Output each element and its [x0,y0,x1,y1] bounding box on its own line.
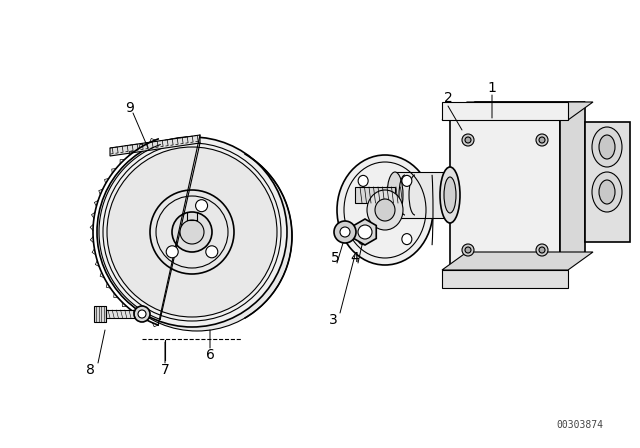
Ellipse shape [196,200,207,212]
Ellipse shape [97,137,287,327]
Ellipse shape [138,310,146,318]
Ellipse shape [150,190,234,274]
Text: 1: 1 [488,81,497,95]
Text: 00303874: 00303874 [557,420,604,430]
Ellipse shape [444,177,456,213]
Polygon shape [106,310,138,318]
Ellipse shape [367,190,403,230]
Ellipse shape [134,306,150,322]
Ellipse shape [180,220,204,244]
Ellipse shape [462,244,474,256]
Ellipse shape [539,247,545,253]
Ellipse shape [358,225,372,239]
Polygon shape [94,306,106,322]
Text: 4: 4 [351,251,360,265]
Polygon shape [442,102,568,120]
Ellipse shape [599,180,615,204]
Polygon shape [585,122,630,242]
Text: 3: 3 [328,313,337,327]
Ellipse shape [102,141,292,331]
Polygon shape [395,172,450,218]
Ellipse shape [592,172,622,212]
Ellipse shape [166,246,178,258]
Ellipse shape [206,246,218,258]
Polygon shape [110,135,200,156]
Ellipse shape [402,233,412,245]
Polygon shape [355,187,395,203]
Polygon shape [442,102,593,120]
Ellipse shape [358,175,368,186]
Polygon shape [450,102,585,120]
Ellipse shape [465,137,471,143]
Text: 8: 8 [86,363,95,377]
Text: 5: 5 [331,251,339,265]
Polygon shape [354,219,376,245]
Ellipse shape [358,233,368,245]
Text: 6: 6 [205,348,214,362]
Ellipse shape [539,137,545,143]
Polygon shape [442,252,593,270]
Ellipse shape [337,155,433,265]
Polygon shape [450,120,560,270]
Ellipse shape [402,175,412,186]
Text: 9: 9 [125,101,134,115]
Ellipse shape [107,147,277,317]
Polygon shape [442,270,568,288]
Ellipse shape [592,127,622,167]
Polygon shape [560,102,585,270]
Ellipse shape [340,227,350,237]
Ellipse shape [172,212,212,252]
Ellipse shape [465,247,471,253]
Ellipse shape [440,167,460,223]
Ellipse shape [462,134,474,146]
Ellipse shape [375,199,395,221]
Ellipse shape [387,172,403,218]
Text: 7: 7 [161,363,170,377]
Ellipse shape [536,134,548,146]
Text: 2: 2 [444,91,452,105]
Ellipse shape [599,135,615,159]
Ellipse shape [536,244,548,256]
Ellipse shape [334,221,356,243]
